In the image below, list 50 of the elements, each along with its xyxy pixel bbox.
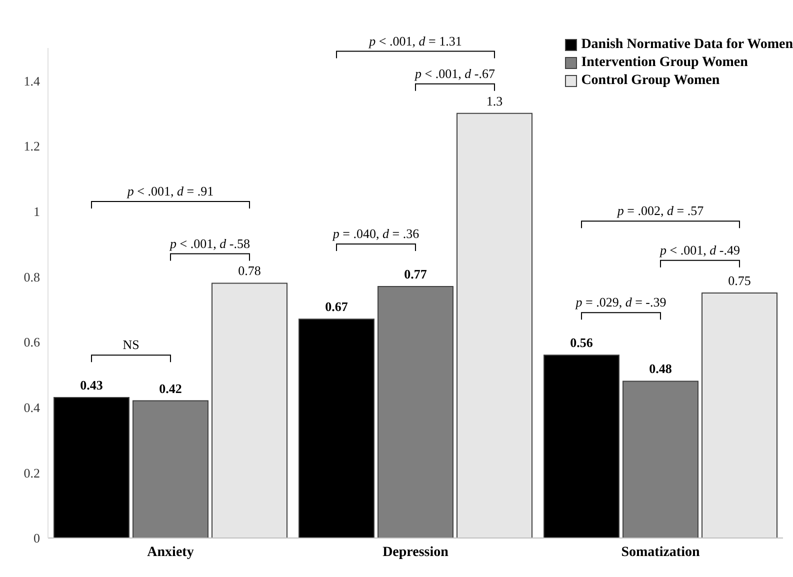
- y-tick-label: 0.4: [24, 400, 40, 415]
- significance-bracket: p = .002, d = .57: [581, 203, 740, 229]
- y-tick-label: 0.8: [24, 269, 40, 284]
- bar: [298, 318, 374, 538]
- data-label: 0.77: [404, 266, 428, 282]
- data-label: 0.56: [570, 335, 594, 350]
- bar: [544, 354, 620, 538]
- annotation: p = .040, d = .36: [332, 226, 420, 241]
- data-label: 0.78: [238, 263, 261, 278]
- significance-bracket: p < .001, d = 1.31: [336, 33, 495, 59]
- bar: [378, 286, 454, 538]
- annotation: p < .001, d = 1.31: [368, 33, 462, 48]
- significance-bracket: p = .040, d = .36: [332, 226, 420, 252]
- significance-bracket: p < .001, d -.67: [415, 66, 495, 92]
- x-tick-label: Anxiety: [147, 544, 194, 560]
- annotation: p < .001, d = .91: [126, 184, 214, 199]
- data-label: 1.3: [486, 93, 503, 108]
- significance-bracket: p < .001, d -.49: [660, 242, 740, 268]
- legend-label: Intervention Group Women: [581, 54, 748, 72]
- legend-label: Danish Normative Data for Women: [581, 36, 793, 54]
- annotation: p < .001, d -.58: [169, 236, 250, 251]
- data-label: 0.42: [159, 380, 182, 396]
- annotation: p < .001, d -.67: [414, 66, 496, 81]
- x-tick-label: Somatization: [621, 544, 700, 560]
- y-tick-label: 1.4: [24, 73, 40, 88]
- bar: [132, 400, 208, 538]
- data-label: 0.75: [728, 273, 751, 288]
- data-label: 0.67: [325, 299, 348, 314]
- legend-label: Control Group Women: [581, 72, 720, 90]
- annotation: p = .002, d = .57: [616, 203, 704, 218]
- significance-bracket: p < .001, d -.58: [170, 236, 250, 262]
- data-label: 0.48: [649, 361, 672, 376]
- y-tick-label: 0: [34, 530, 40, 546]
- significance-bracket: NS: [91, 337, 171, 363]
- y-tick-label: 0.2: [24, 465, 40, 480]
- annotation: p = .029, d = -.39: [574, 294, 666, 310]
- y-tick-label: 0.6: [24, 334, 40, 350]
- bar: [456, 112, 532, 538]
- x-tick-label: Depression: [382, 544, 449, 560]
- y-tick-label: 1: [34, 204, 40, 219]
- annotation: p < .001, d -.49: [659, 242, 740, 258]
- bar: [212, 282, 288, 538]
- bar: [702, 292, 778, 538]
- annotation: NS: [122, 337, 140, 352]
- y-tick-label: 1.2: [24, 138, 40, 154]
- bar: [54, 397, 130, 538]
- significance-bracket: p < .001, d = .91: [91, 184, 250, 210]
- bar: [622, 380, 698, 538]
- data-label: 0.43: [80, 378, 104, 393]
- significance-bracket: p = .029, d = -.39: [576, 294, 666, 320]
